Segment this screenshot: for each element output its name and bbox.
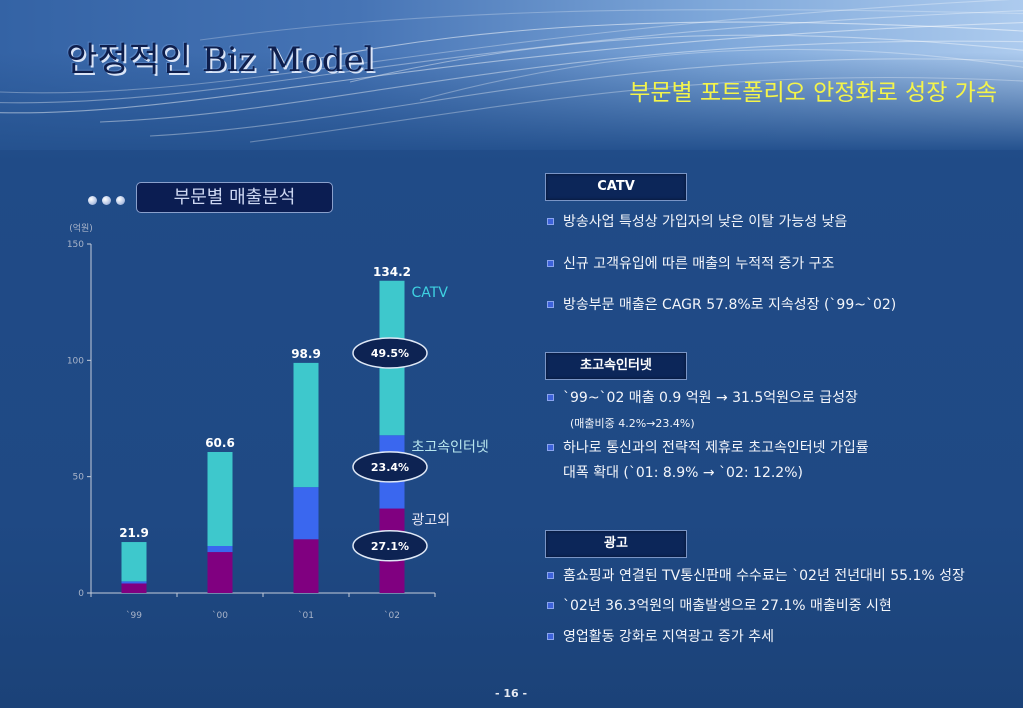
- bullet-item-continuation: 대폭 확대 (`01: 8.9% → `02: 12.2%): [563, 465, 803, 481]
- bar-total-label: 21.9: [119, 526, 149, 540]
- share-badge-label: 49.5%: [371, 347, 409, 360]
- chart-heading: 부문별 매출분석: [136, 182, 333, 213]
- section-header-ads: 광고: [545, 530, 687, 558]
- bullet-square-icon: [547, 444, 554, 451]
- bullet-square-icon: [547, 301, 554, 308]
- bullet-item: 신규 고객유입에 따른 매출의 누적적 증가 구조: [563, 256, 835, 272]
- bar-segment: [207, 452, 233, 547]
- slide-subtitle: 부문별 포트폴리오 안정화로 성장 가속: [629, 80, 997, 106]
- slide-title: 안정적인 Biz Model: [66, 40, 375, 80]
- bar-total-label: 134.2: [373, 265, 411, 279]
- sales-chart: 0 50 100 150 (억원) `99 `00 `01 `02 21.9 60.6 98.9 134…: [55, 222, 505, 632]
- bar-total-label: 60.6: [205, 436, 235, 450]
- y-tick-label: 0: [78, 589, 84, 599]
- bullet-square-icon: [547, 260, 554, 267]
- page-number: - 16 -: [494, 687, 528, 700]
- section-header-catv: CATV: [545, 173, 687, 201]
- bullet-item: 방송사업 특성상 가입자의 낮은 이탈 가능성 낮음: [563, 214, 848, 230]
- y-tick-label: 150: [67, 240, 84, 250]
- bullet-item: 영업활동 강화로 지역광고 증가 추세: [563, 629, 774, 645]
- x-tick-label: `02: [384, 610, 400, 621]
- series-label: CATV: [412, 285, 449, 301]
- bullet-item: 방송부문 매출은 CAGR 57.8%로 지속성장 (`99~`02): [563, 297, 897, 313]
- x-tick-label: `01: [298, 610, 314, 621]
- bullet-square-icon: [547, 394, 554, 401]
- y-tick-label: 50: [73, 473, 85, 483]
- wave-lines-icon: [0, 0, 1023, 143]
- series-label: 초고속인터넷: [412, 439, 489, 455]
- header-wave-decoration: [0, 0, 1023, 150]
- bullet-square-icon: [547, 602, 554, 609]
- dot-icon: [116, 196, 125, 205]
- bullet-item: 홈쇼핑과 연결된 TV통신판매 수수료는 `02년 전년대비 55.1% 성장: [563, 568, 965, 584]
- bar-segment: [121, 542, 147, 582]
- bullet-note: (매출비중 4.2%→23.4%): [570, 417, 695, 430]
- bar-segment: [121, 583, 147, 593]
- share-badge-label: 23.4%: [371, 461, 409, 474]
- dot-icon: [102, 196, 111, 205]
- share-badge: [352, 530, 428, 562]
- bullet-item: `02년 36.3억원의 매출발생으로 27.1% 매출비중 시현: [563, 598, 892, 614]
- bullet-item: `99~`02 매출 0.9 억원 → 31.5억원으로 급성장: [563, 390, 858, 406]
- dot-icon: [88, 196, 97, 205]
- bar-segment: [121, 581, 147, 584]
- bullet-item: 하나로 통신과의 전략적 제휴로 초고속인터넷 가입률: [563, 440, 869, 456]
- bar-total-label: 98.9: [291, 347, 321, 361]
- share-badge-label: 27.1%: [371, 540, 409, 553]
- x-tick-label: `00: [212, 610, 228, 621]
- y-axis-unit-label: (억원): [69, 222, 93, 234]
- bar-segment: [207, 552, 233, 593]
- bar-segment: [293, 539, 319, 593]
- section-header-internet: 초고속인터넷: [545, 352, 687, 380]
- x-tick-label: `99: [126, 610, 142, 621]
- bullet-square-icon: [547, 218, 554, 225]
- series-label: 광고외: [412, 513, 451, 529]
- bar-segment: [207, 546, 233, 553]
- section-dots-icon: [88, 196, 128, 206]
- y-tick-label: 100: [67, 356, 84, 366]
- share-badge: [352, 337, 428, 369]
- bullet-square-icon: [547, 572, 554, 579]
- sales-chart-svg: 0 50 100 150 (억원) `99 `00 `01 `02 21.9 60.6 98.9 134…: [67, 222, 489, 621]
- share-badge: [352, 451, 428, 483]
- bar-segment: [293, 362, 319, 488]
- bullet-square-icon: [547, 633, 554, 640]
- bar-segment: [293, 487, 319, 540]
